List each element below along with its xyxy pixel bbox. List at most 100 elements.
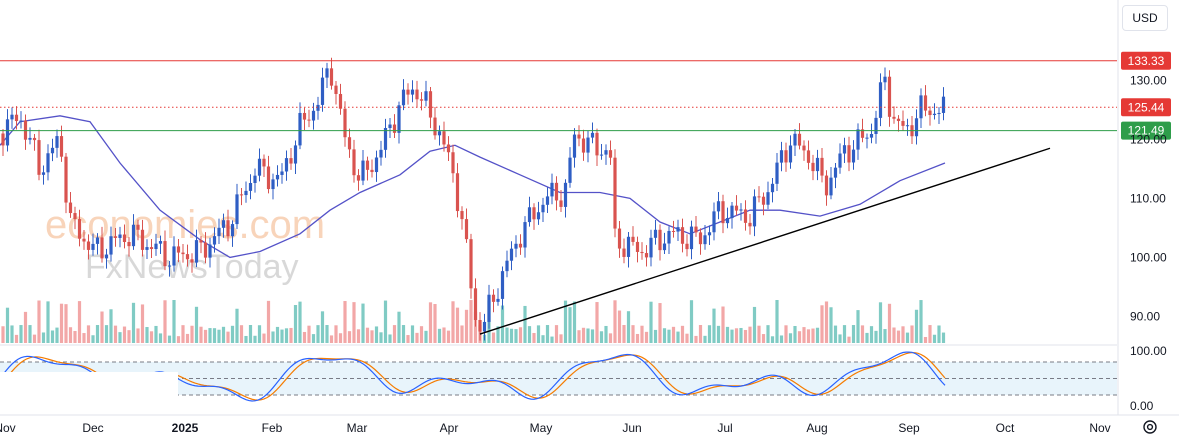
volume-bar [41, 332, 46, 343]
candle-body [208, 244, 212, 258]
candle-body [748, 222, 752, 227]
candle-body [496, 298, 500, 302]
candle-body [604, 150, 608, 155]
volume-bar [824, 301, 829, 343]
volume-bar [541, 335, 545, 343]
volume-bar [163, 300, 167, 343]
candle-body [878, 82, 883, 118]
volume-bar [928, 325, 932, 343]
volume-bar [212, 328, 217, 343]
candle-body [622, 248, 626, 257]
candle-body [761, 196, 766, 205]
volume-bar [127, 330, 131, 343]
x-tick-label: Mar [347, 421, 368, 435]
candle-body [509, 248, 514, 261]
candle-body [154, 243, 158, 250]
candle-body [244, 190, 248, 196]
volume-bar [572, 301, 577, 343]
chart-grid [0, 0, 1179, 416]
volume-bar [131, 302, 136, 343]
candle-body [397, 105, 401, 133]
y-tick-label: 90.00 [1130, 309, 1160, 323]
candle-body [842, 145, 847, 154]
candle-body [923, 95, 928, 111]
volume-bar [253, 335, 257, 343]
candle-body [514, 243, 518, 249]
candle-body [766, 192, 770, 205]
trendline-group [479, 147, 1051, 335]
volume-bar [149, 331, 154, 343]
level-tag [1121, 98, 1171, 117]
candle-body [536, 212, 541, 220]
volume-bar [550, 336, 554, 343]
volume-bar [401, 325, 406, 343]
volume-bar [68, 327, 73, 343]
volume-bar [847, 336, 851, 343]
candle-body [302, 112, 307, 120]
volume-bar [698, 325, 703, 343]
volume-bar [518, 327, 523, 343]
candle-body [212, 236, 217, 245]
candle-body [775, 162, 779, 184]
candle-body [577, 134, 581, 139]
volume-bar [347, 331, 352, 343]
volume-bar [613, 300, 617, 343]
candle-body [635, 241, 640, 252]
candle-body [185, 254, 190, 260]
volume-bar [491, 332, 496, 343]
candle-body [217, 227, 221, 237]
volume-bar [658, 303, 662, 343]
volume-bar [311, 334, 316, 343]
candle-body [284, 158, 289, 172]
volume-bar [820, 305, 824, 343]
volume-bar [181, 325, 185, 343]
volume-bar [19, 325, 23, 343]
candle-body [91, 243, 95, 250]
volume-bar [14, 334, 19, 343]
volume-bar [203, 329, 208, 343]
candle-body [145, 247, 149, 250]
candle-body [10, 114, 14, 120]
candle-body [181, 252, 185, 255]
gear-icon[interactable] [1141, 418, 1159, 436]
candle-body [896, 118, 901, 122]
volume-bar [226, 331, 230, 343]
candle-body [608, 150, 613, 158]
candle-body [482, 321, 487, 332]
volume-bar [734, 328, 739, 343]
volume-bar [604, 325, 608, 343]
candle-body [73, 213, 77, 220]
candle-body [271, 179, 275, 190]
volume-bar [842, 325, 847, 343]
volume-bar [406, 335, 410, 343]
volume-bar [455, 307, 460, 343]
volume-bar [46, 301, 50, 343]
volume-bar [883, 329, 887, 343]
volume-bar [500, 305, 505, 343]
candle-body [46, 153, 50, 173]
volume-bar [559, 334, 563, 343]
volume-bar [869, 326, 874, 343]
candle-body [118, 234, 122, 238]
volume-bar [167, 335, 172, 343]
currency-selector[interactable]: USD [1122, 5, 1168, 31]
volume-bar [892, 327, 896, 343]
watermark-economies: economies.com [45, 203, 325, 247]
candle-body [473, 288, 478, 320]
volume-bar [338, 333, 343, 343]
candle-body [716, 201, 721, 212]
candle-body [122, 234, 127, 243]
volume-bar [5, 307, 10, 343]
candle-body [149, 247, 154, 250]
volume-bar [329, 335, 334, 343]
moving-average-line [0, 115, 946, 259]
candle-body [253, 175, 257, 183]
moving-average [0, 115, 946, 259]
candle-body [374, 157, 379, 173]
level-label: 133.33 [1128, 54, 1165, 68]
candle-body [928, 110, 932, 116]
candle-body [199, 240, 203, 243]
candle-body [392, 124, 397, 133]
volume-bar [86, 325, 91, 343]
